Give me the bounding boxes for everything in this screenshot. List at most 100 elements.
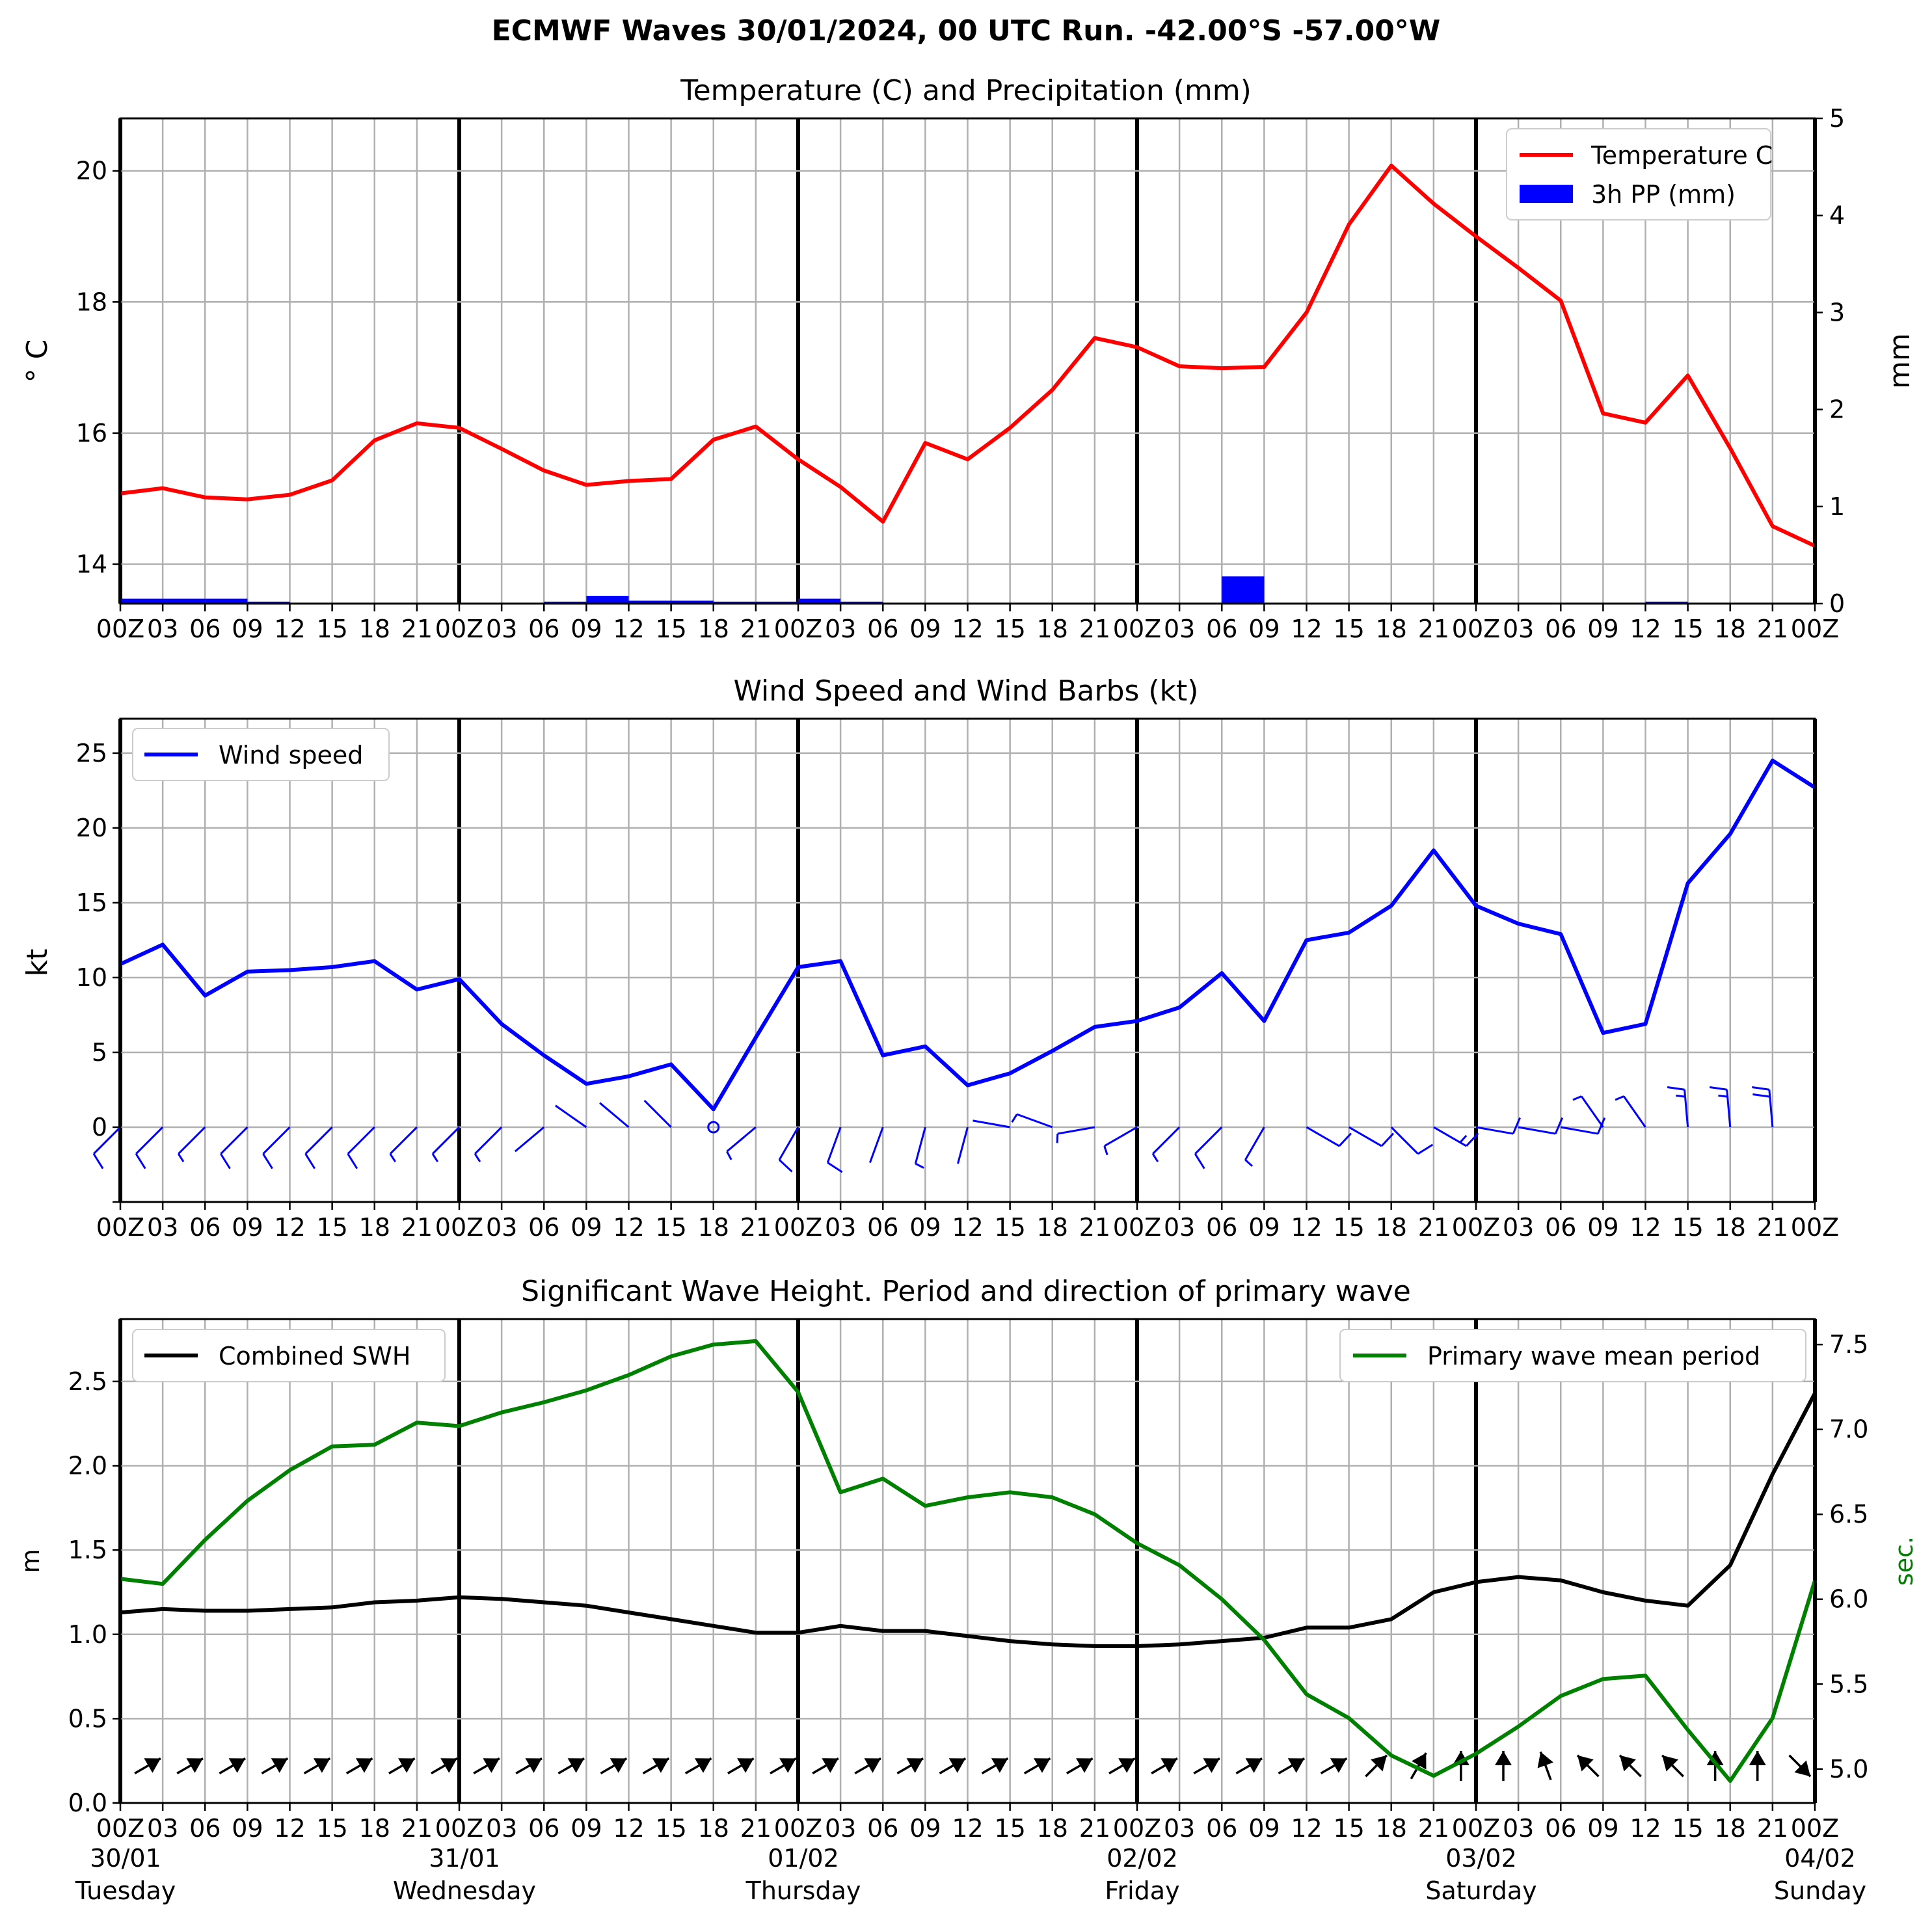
panel3-ytick-label: 1.5 [68,1536,107,1564]
panel3-xtick-label: 06 [189,1814,221,1843]
panel2-xtick-label: 03 [1164,1213,1195,1242]
panel1-xtick-label: 15 [994,615,1025,643]
wave-direction-arrow-head [1706,1751,1724,1765]
wave-direction-arrow-head [525,1758,542,1773]
panel3-ylabel-right: sec. [1890,1536,1918,1586]
panel3-xtick-label: 12 [613,1814,644,1843]
wind-barb-half-feather [1615,1095,1624,1101]
wind-barb-staff [1623,1095,1646,1128]
panel3-ytick-label: 2.0 [68,1452,107,1480]
panel3-xtick-label: 06 [528,1814,559,1843]
day-date-label: 30/01 [90,1844,161,1873]
wind-barb-staff [389,1126,418,1155]
wind-barb-half-feather [1056,1134,1059,1143]
panel3-xtick-label: 00Z [1452,1814,1500,1843]
wave-direction-arrow-head [906,1758,924,1773]
wave-direction-arrow-head [1495,1751,1512,1765]
wave-direction-arrow-head [779,1758,796,1773]
legend-precip-label: 3h PP (mm) [1591,180,1736,209]
temperature-precip-panel: Temperature (C) and Precipitation (mm) 1… [21,74,1916,643]
panel2-xtick-label: 21 [401,1213,433,1242]
wind-barb-staff [178,1126,206,1155]
wave-direction-arrow-head [652,1758,669,1773]
panel1-xtick-label: 12 [952,615,983,643]
panel3-xtick-label: 15 [994,1814,1025,1843]
panel2-xtick-label: 06 [1545,1213,1576,1242]
wind-barb-feather [1512,1117,1521,1134]
panel3-xtick-label: 21 [1757,1814,1788,1843]
day-name-label: Sunday [1774,1876,1866,1905]
panel3-xtick-label: 00Z [435,1814,483,1843]
wind-barb-staff [1475,1126,1514,1135]
panel2-xtick-label: 09 [570,1213,602,1242]
wind-barb-half-feather [726,1151,732,1160]
wind-barb-half-feather [915,1162,924,1169]
wind-barb-staff [1152,1126,1181,1155]
panel1-xtick-label: 03 [1503,615,1534,643]
wave-direction-arrow-head [1794,1760,1811,1777]
panel3-ytick-label: 0.5 [68,1704,107,1733]
panel3-xtick-label: 09 [909,1814,941,1843]
wind-barb-staff [1560,1126,1598,1135]
temperature-line [120,163,1816,548]
panel3-legend-swh-box [132,1329,446,1382]
panel3-ytick-right-label: 7.5 [1829,1330,1868,1359]
panel3-xtick-label: 21 [1079,1814,1110,1843]
panel1-xtick-label: 18 [1715,615,1746,643]
panel3-xtick-label: 00Z [1791,1814,1839,1843]
wind-barb-staff [957,1127,969,1164]
panel3-xtick-label: 09 [1587,1814,1618,1843]
precip-bar [120,598,163,604]
figure-suptitle: ECMWF Waves 30/01/2024, 00 UTC Run. -42.… [492,14,1441,47]
panel1-ylabel: ° C [21,340,54,383]
wave-direction-arrow-head [1749,1751,1766,1765]
wave-direction-arrow-head [1412,1753,1427,1770]
day-name-label: Saturday [1425,1876,1536,1905]
day-name-label: Friday [1105,1876,1179,1905]
panel1-xtick-label: 21 [1418,615,1449,643]
wind-barb-feather [1194,1153,1205,1169]
wind-panel: Wind Speed and Wind Barbs (kt) 0 5 10 15 20 2… [21,674,1839,1242]
panel1-ytick-label: 18 [76,287,107,316]
panel2-ytick-label: 15 [76,888,107,917]
panel2-xtick-label: 21 [1079,1213,1110,1242]
panel1-xtick-label: 09 [1248,615,1280,643]
panel1-xtick-label: 15 [655,615,686,643]
wave-direction-arrow-head [1537,1752,1553,1769]
panel1-xtick-label: 18 [359,615,390,643]
wind-barb-staff [514,1126,545,1153]
panel1-xtick-label: 00Z [774,615,822,643]
panel3-xtick-label: 15 [655,1814,686,1843]
wind-barb-feather [1752,1093,1770,1098]
panel2-legend: Wind speed [132,728,390,781]
panel2-xtick-label: 09 [232,1213,263,1242]
panel2-xtick-label: 12 [613,1213,644,1242]
wave-direction-arrow-head [228,1758,246,1773]
panel1-xtick-label: 18 [1037,615,1068,643]
panel2-xtick-label: 09 [1248,1213,1280,1242]
panel2-xtick-label: 03 [147,1213,178,1242]
wave-direction-arrow-head [991,1758,1008,1773]
panel2-xtick-label: 18 [359,1213,390,1242]
panel3-xtick-label: 06 [867,1814,898,1843]
wave-direction-arrow-head [1620,1755,1636,1772]
wind-barb-staff [1057,1126,1095,1135]
panel3-ylabel: m [16,1549,45,1573]
swh-line [120,1392,1817,1648]
day-date-label: 31/01 [429,1844,500,1873]
panel1-xtick-label: 03 [147,615,178,643]
wind-barb-staff [1016,1113,1053,1128]
panel1-xtick-label: 00Z [435,615,483,643]
panel2-ylabel: kt [21,949,54,977]
panel1-ylabel-right: mm [1883,333,1916,389]
wind-barb-half-feather [177,1153,185,1162]
panel3-ytick-label: 0.0 [68,1789,107,1817]
wave-direction-arrow-head [144,1758,161,1773]
panel2-xtick-label: 03 [825,1213,856,1242]
panel2-xtick-label: 00Z [774,1213,822,1242]
panel2-xtick-label: 00Z [1452,1213,1500,1242]
panel3-xtick-label: 21 [401,1814,433,1843]
panel1-xtick-label: 06 [189,615,221,643]
panel2-ytick-label: 5 [92,1038,107,1067]
panel1-xtick-label: 18 [698,615,729,643]
